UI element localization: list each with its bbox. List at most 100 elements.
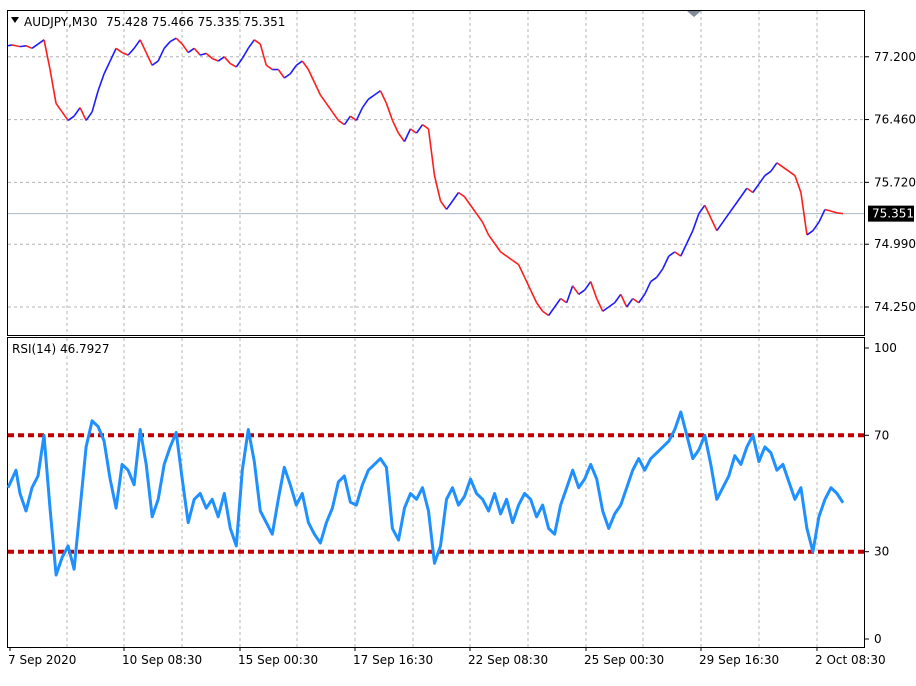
rsi-tick-label: 70	[874, 428, 889, 442]
price-tick-label: 75.720	[874, 175, 916, 189]
price-segment	[61, 111, 69, 121]
price-segment	[163, 41, 171, 49]
price-segment	[746, 187, 754, 194]
price-segment	[752, 183, 760, 193]
symbol-timeframe: AUDJPY,M30	[24, 15, 98, 29]
price-segment	[145, 52, 153, 66]
price-segment	[133, 39, 141, 49]
price-segment	[734, 196, 742, 206]
price-segment	[97, 73, 105, 91]
rsi-axis: 100 70 30 0	[864, 341, 897, 646]
price-segment	[121, 51, 129, 56]
price-segment	[595, 298, 604, 312]
price-segment	[343, 115, 352, 126]
price-segment	[259, 43, 268, 66]
price-segment	[698, 204, 706, 215]
price-segment	[451, 192, 460, 202]
rsi-levels	[8, 433, 864, 554]
price-segment	[157, 47, 165, 62]
current-price-label: 75.351	[872, 207, 914, 221]
price-segment	[542, 310, 550, 317]
price-segment	[15, 44, 21, 48]
triangle-down-icon[interactable]	[11, 17, 19, 23]
price-segment	[361, 98, 370, 109]
price-segment	[824, 208, 832, 212]
price-segment	[410, 128, 417, 134]
price-segment	[656, 268, 664, 278]
price-segment	[79, 107, 87, 121]
price-panel-frame	[7, 10, 865, 336]
price-segment	[25, 45, 33, 50]
price-segment	[632, 297, 640, 304]
price-segment	[523, 276, 532, 291]
price-segment	[73, 107, 81, 117]
price-segment	[463, 196, 472, 206]
price-segment	[295, 60, 303, 66]
price-segment	[211, 57, 219, 62]
price-segment	[529, 289, 538, 304]
price-segment	[458, 191, 465, 198]
price-segment	[427, 128, 436, 176]
price-segment	[367, 94, 375, 100]
price-segment	[710, 217, 718, 232]
price-segment	[127, 47, 135, 56]
time-tick-label: 7 Sep 2020	[8, 653, 76, 667]
price-segment	[43, 39, 51, 70]
rsi-tick-label: 100	[874, 341, 897, 355]
price-segment	[373, 90, 381, 96]
price-segment	[205, 52, 213, 60]
price-segment	[565, 285, 574, 304]
price-segment	[800, 192, 808, 236]
price-segment	[433, 175, 442, 202]
price-segment	[175, 37, 183, 45]
chart-shift-icon[interactable]	[687, 11, 701, 17]
price-segment	[200, 52, 207, 56]
price-segment	[680, 243, 688, 257]
price-tick-label: 77.200	[874, 50, 916, 64]
price-segment	[512, 259, 520, 266]
price-segment	[55, 102, 63, 113]
price-segment	[704, 204, 712, 219]
price-segment	[349, 115, 357, 122]
price-segment	[91, 90, 99, 113]
price-segment	[265, 64, 273, 71]
price-segment	[241, 47, 249, 59]
rsi-panel-frame	[7, 337, 865, 648]
time-tick-label: 10 Sep 08:30	[122, 653, 202, 667]
price-segment	[115, 47, 123, 54]
price-segment	[589, 281, 598, 299]
price-segment	[289, 64, 297, 75]
price-segment	[307, 69, 316, 83]
time-tick-label: 22 Sep 08:30	[468, 653, 548, 667]
price-segment	[692, 213, 700, 231]
price-segment	[391, 120, 400, 134]
price-segment	[716, 221, 724, 232]
price-segment	[535, 302, 544, 312]
price-segment	[500, 251, 508, 257]
price-segment	[217, 56, 225, 62]
price-segment	[235, 58, 243, 68]
price-segment	[19, 44, 27, 48]
price-segment	[139, 39, 147, 53]
price-segment	[764, 170, 772, 177]
price-segment	[301, 60, 310, 70]
price-segment	[836, 212, 844, 215]
price-segment	[11, 44, 17, 47]
price-segment	[151, 60, 159, 66]
price-segment	[740, 187, 748, 198]
vertical-grid	[66, 11, 818, 647]
price-segment	[283, 73, 291, 79]
price-segment	[109, 47, 117, 62]
price-segment	[650, 276, 658, 283]
price-segment	[379, 90, 388, 104]
price-segment	[578, 289, 586, 295]
price-segment	[229, 62, 237, 68]
price-segment	[614, 293, 622, 304]
price-segment	[722, 213, 730, 223]
price-segment	[674, 251, 682, 257]
price-segment	[247, 39, 255, 49]
price-segment	[67, 115, 75, 122]
price-segment	[187, 47, 195, 54]
